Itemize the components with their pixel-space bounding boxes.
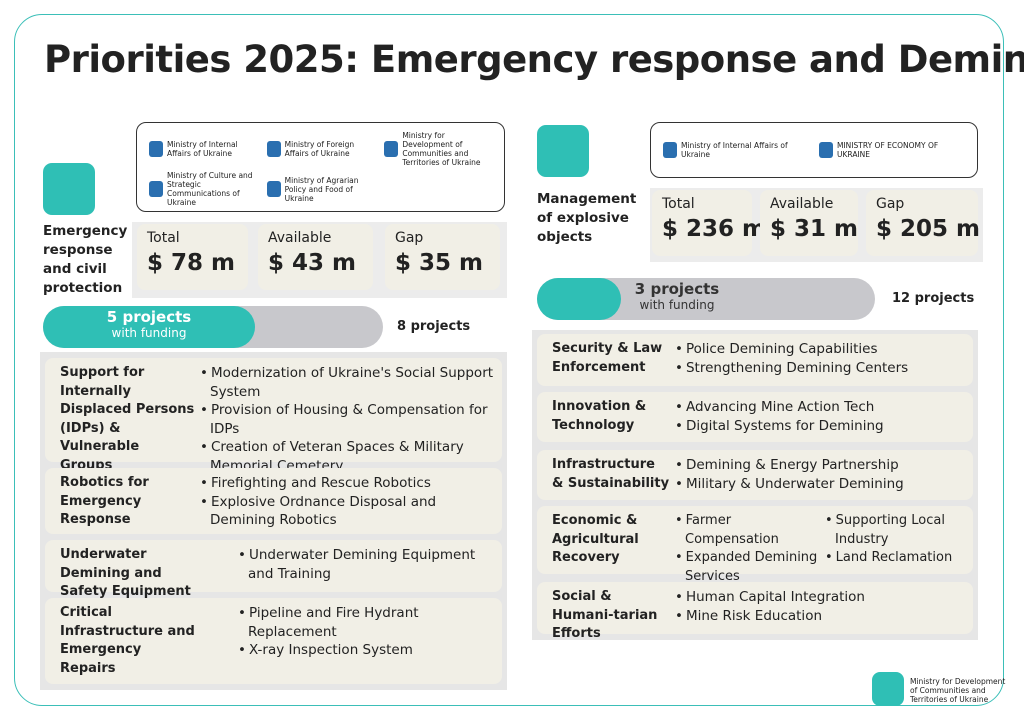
ministry-emblem bbox=[384, 141, 399, 157]
group-items: Advancing Mine Action TechDigital System… bbox=[675, 398, 966, 435]
group-item: Firefighting and Rescue Robotics bbox=[200, 474, 495, 493]
title: Priorities 2025: Emergency response and … bbox=[44, 38, 1024, 81]
funded-note: with funding bbox=[111, 326, 187, 340]
group-items: Farmer CompensationExpanded Demining Ser… bbox=[675, 512, 966, 586]
group-name: Economic & Agricultural Recovery bbox=[552, 513, 639, 565]
stat-value: $ 31 m bbox=[770, 216, 858, 242]
stat-label: Available bbox=[268, 230, 332, 246]
stat-label: Gap bbox=[395, 230, 424, 246]
ministry-logo: Ministry of Foreign Affairs of Ukraine bbox=[266, 140, 375, 158]
group-item: Advancing Mine Action Tech bbox=[675, 398, 966, 417]
group-item: Supporting Local Industry bbox=[825, 512, 965, 549]
stat-card: Total $ 78 m bbox=[137, 224, 248, 290]
ministry-name: Ministry of Culture and Strategic Commun… bbox=[167, 171, 253, 207]
stat-value: $ 236 m bbox=[662, 216, 766, 242]
group-item: Farmer Compensation bbox=[675, 512, 825, 549]
group-item: Provision of Housing & Compensation for … bbox=[200, 401, 495, 438]
projects-funded-bar bbox=[537, 278, 621, 320]
ministry-name: Ministry of Internal Affairs of Ukraine bbox=[681, 141, 788, 159]
footer-ministry: Ministry for Development of Communities … bbox=[910, 677, 1006, 704]
group-name: Underwater Demining and Safety Equipment bbox=[60, 547, 191, 599]
ministry-logo: Ministry of Agrarian Policy and Food of … bbox=[266, 175, 375, 203]
ministry-name: Ministry of Internal Affairs of Ukraine bbox=[167, 140, 238, 158]
stat-label: Total bbox=[662, 196, 695, 212]
stat-value: $ 205 m bbox=[876, 216, 980, 242]
total-projects: 8 projects bbox=[397, 319, 471, 334]
group-item: Mine Risk Education bbox=[675, 607, 966, 626]
stat-value: $ 35 m bbox=[395, 250, 483, 276]
stat-card: Total $ 236 m bbox=[652, 190, 766, 256]
group-item: Underwater Demining Equipment and Traini… bbox=[238, 546, 495, 583]
group-item: Strengthening Demining Centers bbox=[675, 359, 966, 378]
footer-logo-icon bbox=[872, 672, 904, 706]
group-items: Modernization of Ukraine's Social Suppor… bbox=[200, 364, 495, 475]
section-icon bbox=[537, 125, 589, 177]
total-projects: 12 projects bbox=[892, 291, 975, 306]
stat-card: Available $ 43 m bbox=[258, 224, 373, 290]
ministry-name: Ministry of Foreign Affairs of Ukraine bbox=[284, 140, 355, 158]
stat-card: Gap $ 205 m bbox=[866, 190, 980, 256]
ministry-logo: MINISTRY OF ECONOMY OF UKRAINE bbox=[819, 141, 965, 159]
ministry-name: MINISTRY OF ECONOMY OF UKRAINE bbox=[837, 141, 939, 159]
group-item: Military & Underwater Demining bbox=[675, 475, 966, 494]
group-item: Expanded Demining Services bbox=[675, 549, 825, 586]
ministry-logos: Ministry of Internal Affairs of Ukraine M… bbox=[136, 122, 505, 212]
ministry-emblem bbox=[819, 142, 833, 158]
funded-count: 3 projects bbox=[634, 280, 720, 298]
group-name: Robotics for Emergency Response bbox=[60, 475, 149, 527]
ministry-name: Ministry for Development of Communities … bbox=[402, 131, 481, 167]
ministry-logo: Ministry of Internal Affairs of Ukraine bbox=[149, 140, 257, 158]
group-name: Infrastructure & Sustainability bbox=[552, 457, 670, 491]
group-item: Police Demining Capabilities bbox=[675, 340, 966, 359]
frame bbox=[14, 14, 1004, 706]
stat-card: Gap $ 35 m bbox=[385, 224, 500, 290]
group-name: Critical Infrastructure and Emergency Re… bbox=[60, 605, 195, 676]
group-name: Security & Law Enforcement bbox=[552, 341, 663, 375]
group-items: Human Capital IntegrationMine Risk Educa… bbox=[675, 588, 966, 625]
group-item: Human Capital Integration bbox=[675, 588, 966, 607]
section-label: Management of explosive objects bbox=[537, 191, 637, 245]
ministry-logo: Ministry of Internal Affairs of Ukraine bbox=[663, 141, 809, 159]
funded-count: 5 projects bbox=[106, 308, 192, 326]
group-item: Demining & Energy Partnership bbox=[675, 456, 966, 475]
stat-card: Available $ 31 m bbox=[760, 190, 858, 256]
funded-note: with funding bbox=[639, 298, 715, 312]
stat-label: Total bbox=[147, 230, 180, 246]
ministry-logos: Ministry of Internal Affairs of Ukraine M… bbox=[650, 122, 978, 178]
stat-value: $ 43 m bbox=[268, 250, 356, 276]
group-items: Police Demining CapabilitiesStrengthenin… bbox=[675, 340, 966, 377]
ministry-emblem bbox=[266, 181, 281, 197]
group-items: Firefighting and Rescue RoboticsExplosiv… bbox=[200, 474, 495, 530]
stat-value: $ 78 m bbox=[147, 250, 235, 276]
ministry-emblem bbox=[149, 181, 163, 197]
group-item: Digital Systems for Demining bbox=[675, 417, 966, 436]
ministry-emblem bbox=[266, 141, 281, 157]
group-item: Explosive Ordnance Disposal and Demining… bbox=[200, 493, 495, 530]
funded-projects: 5 projects with funding bbox=[43, 308, 255, 340]
ministry-emblem bbox=[663, 142, 677, 158]
group-name: Social & Humani-tarian Efforts bbox=[552, 589, 658, 641]
section-label: Emergency response and civil protection bbox=[43, 223, 128, 296]
group-item: X-ray Inspection System bbox=[238, 641, 495, 660]
group-items: Underwater Demining Equipment and Traini… bbox=[238, 546, 495, 583]
ministry-emblem bbox=[149, 141, 163, 157]
funded-projects: 3 projects with funding bbox=[587, 280, 767, 312]
section-icon bbox=[43, 163, 95, 215]
group-item: Land Reclamation bbox=[825, 549, 965, 586]
ministry-name: Ministry of Agrarian Policy and Food of … bbox=[284, 175, 359, 203]
group-name: Innovation & Technology bbox=[552, 399, 647, 433]
ministry-logo: Ministry of Culture and Strategic Commun… bbox=[149, 171, 257, 207]
group-items: Pipeline and Fire Hydrant ReplacementX-r… bbox=[238, 604, 495, 660]
stat-label: Available bbox=[770, 196, 834, 212]
group-item: Pipeline and Fire Hydrant Replacement bbox=[238, 604, 495, 641]
group-items: Demining & Energy PartnershipMilitary & … bbox=[675, 456, 966, 493]
group-name: Support for Internally Displaced Persons… bbox=[60, 365, 195, 473]
stat-label: Gap bbox=[876, 196, 905, 212]
group-item: Modernization of Ukraine's Social Suppor… bbox=[200, 364, 495, 401]
projects-funded-bar bbox=[43, 306, 255, 348]
ministry-logo: Ministry for Development of Communities … bbox=[384, 131, 492, 167]
